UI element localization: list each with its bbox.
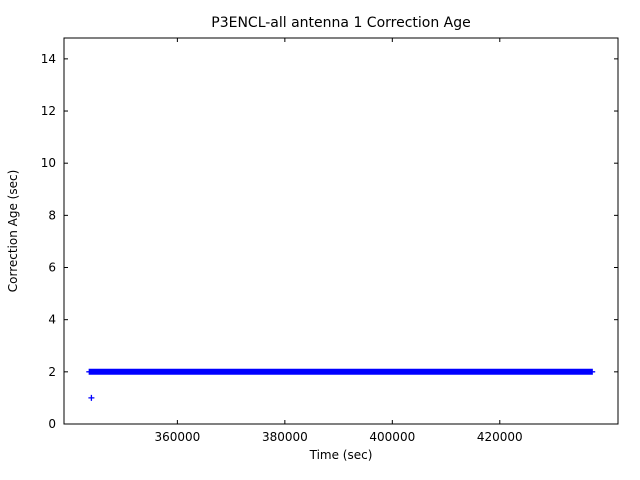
axes-frame: [63, 37, 619, 425]
x-tick-label: 360000: [154, 430, 200, 444]
y-axis-label: Correction Age (sec): [6, 170, 20, 293]
tick-labels: 360000 380000 400000 420000 0 2 4 6 8 10 12 14: [41, 52, 523, 444]
x-tick-label: 400000: [369, 430, 415, 444]
y-tick-label: 14: [41, 52, 56, 66]
y-tick-label: 12: [41, 104, 56, 118]
tick-marks: [64, 38, 618, 425]
y-tick-label: 4: [48, 313, 56, 327]
y-tick-label: 10: [41, 156, 56, 170]
y-tick-label: 0: [48, 417, 56, 431]
y-tick-label: 8: [48, 208, 56, 222]
x-tick-label: 420000: [477, 430, 523, 444]
y-tick-label: 6: [48, 261, 56, 275]
chart-title: P3ENCL-all antenna 1 Correction Age: [211, 15, 471, 31]
data-markers: [86, 368, 596, 401]
x-tick-label: 380000: [262, 430, 308, 444]
scatter-plus-markers: [86, 368, 596, 401]
y-tick-label: 2: [48, 365, 56, 379]
x-axis-label: Time (sec): [309, 448, 373, 462]
